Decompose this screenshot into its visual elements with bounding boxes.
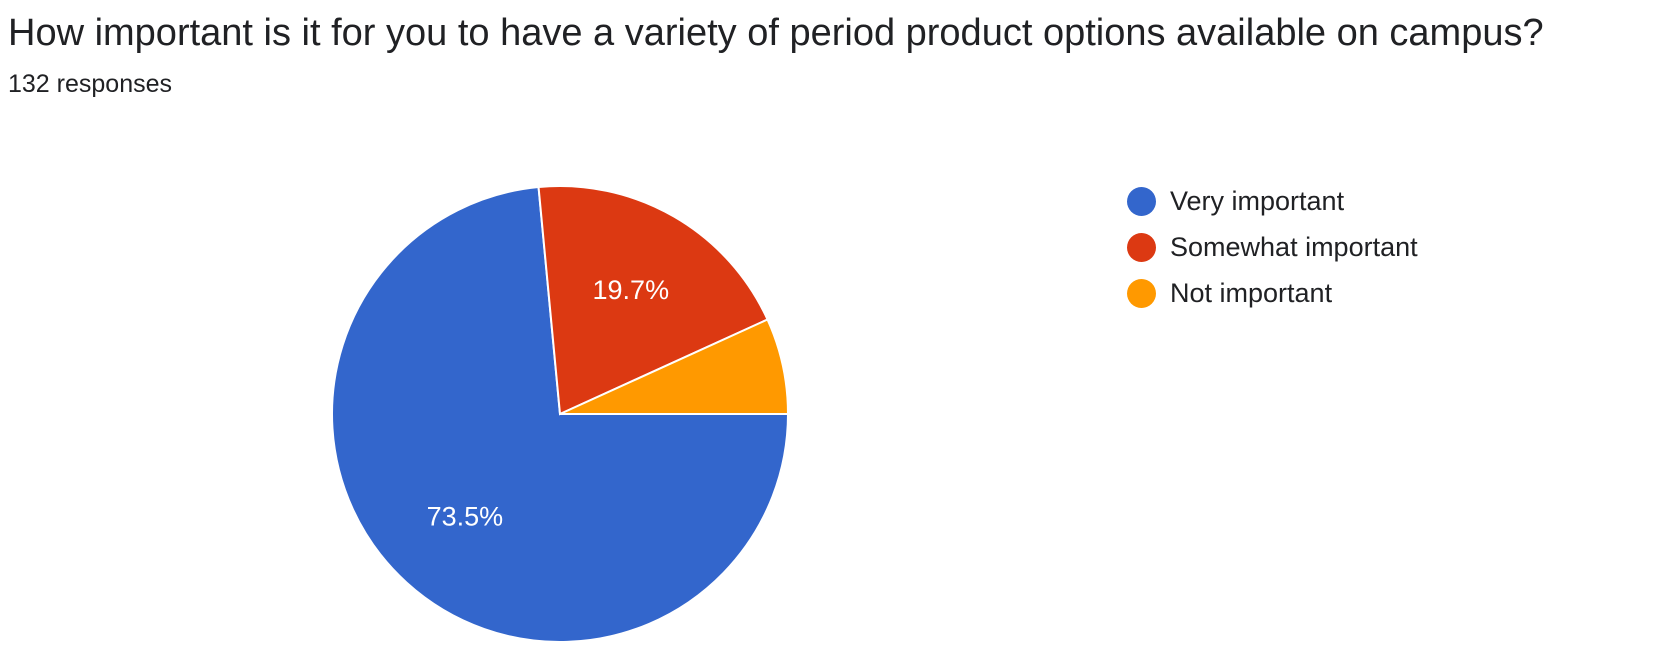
question-title: How important is it for you to have a va… bbox=[8, 12, 1544, 54]
pie-slice-somewhat-important[interactable] bbox=[537, 185, 769, 416]
pie-slices bbox=[331, 185, 790, 643]
legend-label: Somewhat important bbox=[1170, 232, 1418, 262]
legend-item-not-important[interactable]: Not important bbox=[1127, 270, 1418, 316]
legend-swatch bbox=[1127, 186, 1156, 216]
pie-slice-label: 73.5% bbox=[427, 502, 504, 532]
legend-swatch bbox=[1127, 278, 1156, 308]
legend-swatch bbox=[1127, 232, 1156, 262]
legend-item-somewhat-important[interactable]: Somewhat important bbox=[1127, 224, 1418, 270]
legend-label: Very important bbox=[1170, 186, 1345, 216]
pie-labels: 73.5% 19.7% bbox=[427, 275, 670, 532]
legend-item-very-important[interactable]: Very important bbox=[1127, 178, 1418, 224]
pie-slice-label: 19.7% bbox=[593, 275, 670, 305]
pie-slice-not-important[interactable] bbox=[559, 318, 790, 415]
chart-legend: Very important Somewhat important Not impo… bbox=[1127, 178, 1418, 316]
response-count: 132 responses bbox=[8, 70, 173, 98]
legend-label: Not important bbox=[1170, 278, 1333, 308]
